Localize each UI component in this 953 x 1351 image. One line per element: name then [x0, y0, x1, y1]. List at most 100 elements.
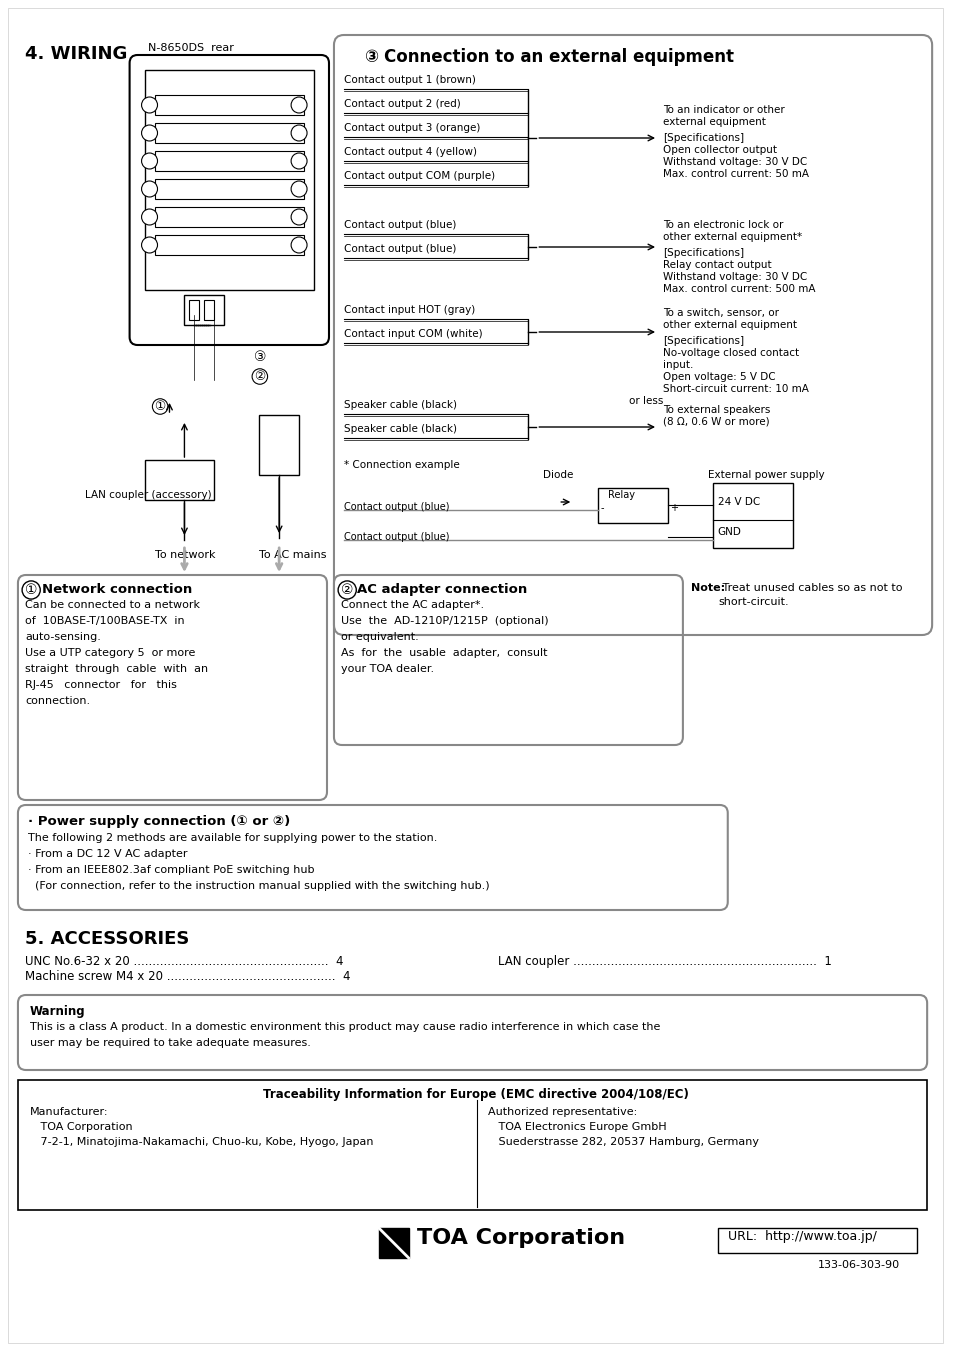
Circle shape	[141, 97, 157, 113]
Text: Connect the AC adapter*.: Connect the AC adapter*.	[340, 600, 483, 611]
Circle shape	[141, 209, 157, 226]
Text: URL:  http://www.toa.jp/: URL: http://www.toa.jp/	[727, 1229, 876, 1243]
Text: Can be connected to a network: Can be connected to a network	[25, 600, 200, 611]
Text: [Specifications]: [Specifications]	[662, 249, 743, 258]
Text: ②: ②	[253, 370, 265, 382]
Bar	[154, 207, 304, 227]
Bar	[378, 1228, 408, 1258]
Text: LAN coupler (accessory): LAN coupler (accessory)	[85, 490, 212, 500]
Text: (For connection, refer to the instruction manual supplied with the switching hub: (For connection, refer to the instructio…	[28, 881, 489, 892]
Text: (8 Ω, 0.6 W or more): (8 Ω, 0.6 W or more)	[662, 417, 769, 427]
Bar	[154, 178, 304, 199]
Text: -: -	[599, 503, 603, 513]
Text: Network connection: Network connection	[42, 584, 192, 596]
Text: Suederstrasse 282, 20537 Hamburg, Germany: Suederstrasse 282, 20537 Hamburg, German…	[488, 1138, 759, 1147]
Text: Contact input HOT (gray): Contact input HOT (gray)	[344, 305, 475, 315]
Bar	[154, 123, 304, 143]
Circle shape	[141, 181, 157, 197]
Text: Speaker cable (black): Speaker cable (black)	[344, 400, 456, 409]
Text: Machine screw M4 x 20 .............................................  4: Machine screw M4 x 20 ..................…	[25, 970, 350, 984]
Text: Contact output 4 (yellow): Contact output 4 (yellow)	[344, 147, 476, 157]
Text: straight  through  cable  with  an: straight through cable with an	[25, 663, 208, 674]
Text: user may be required to take adequate measures.: user may be required to take adequate me…	[30, 1038, 311, 1048]
Circle shape	[141, 236, 157, 253]
Bar	[259, 415, 299, 476]
Text: +: +	[669, 503, 678, 513]
Text: Warning: Warning	[30, 1005, 86, 1019]
Text: The following 2 methods are available for supplying power to the station.: The following 2 methods are available fo…	[28, 834, 436, 843]
Text: · Power supply connection (① or ②): · Power supply connection (① or ②)	[28, 815, 290, 828]
Text: ①: ①	[154, 400, 166, 413]
Text: Relay: Relay	[607, 490, 635, 500]
Text: ①: ①	[25, 584, 37, 597]
Circle shape	[291, 209, 307, 226]
Text: As  for  the  usable  adapter,  consult: As for the usable adapter, consult	[340, 648, 547, 658]
Text: Speaker cable (black): Speaker cable (black)	[344, 424, 456, 434]
Text: External power supply: External power supply	[707, 470, 823, 480]
Bar	[712, 484, 792, 549]
Text: Open voltage: 5 V DC: Open voltage: 5 V DC	[662, 372, 775, 382]
Text: TOA Electronics Europe GmbH: TOA Electronics Europe GmbH	[488, 1121, 666, 1132]
Text: To an electronic lock or: To an electronic lock or	[662, 220, 782, 230]
Text: ③: ③	[253, 350, 267, 363]
Bar	[184, 295, 224, 326]
Text: LAN coupler .................................................................  1: LAN coupler ............................…	[498, 955, 831, 969]
Text: of  10BASE-T/100BASE-TX  in: of 10BASE-T/100BASE-TX in	[25, 616, 184, 626]
Text: or less: or less	[628, 396, 662, 407]
Text: Authorized representative:: Authorized representative:	[488, 1106, 637, 1117]
Text: Diode: Diode	[543, 470, 573, 480]
Text: GND: GND	[717, 527, 740, 536]
Text: Withstand voltage: 30 V DC: Withstand voltage: 30 V DC	[662, 157, 806, 168]
Text: To external speakers: To external speakers	[662, 405, 769, 415]
Text: Note:: Note:	[690, 584, 724, 593]
Bar	[18, 1079, 926, 1210]
Text: other external equipment*: other external equipment*	[662, 232, 801, 242]
Text: Contact output (blue): Contact output (blue)	[344, 503, 449, 512]
Circle shape	[141, 126, 157, 141]
Text: AC adapter connection: AC adapter connection	[356, 584, 527, 596]
Circle shape	[141, 153, 157, 169]
Text: Contact output 2 (red): Contact output 2 (red)	[344, 99, 460, 109]
Bar	[145, 70, 314, 290]
Text: 24 V DC: 24 V DC	[717, 497, 760, 507]
Text: Contact output COM (purple): Contact output COM (purple)	[344, 172, 495, 181]
Bar	[717, 1228, 916, 1252]
Text: ②: ②	[340, 584, 353, 597]
Circle shape	[291, 153, 307, 169]
Text: Contact input COM (white): Contact input COM (white)	[344, 330, 482, 339]
Text: Contact output (blue): Contact output (blue)	[344, 532, 449, 542]
Text: 7-2-1, Minatojima-Nakamachi, Chuo-ku, Kobe, Hyogo, Japan: 7-2-1, Minatojima-Nakamachi, Chuo-ku, Ko…	[30, 1138, 373, 1147]
Text: or equivalent.: or equivalent.	[340, 632, 418, 642]
Text: * Connection example: * Connection example	[344, 459, 459, 470]
Text: N-8650DS  rear: N-8650DS rear	[148, 43, 233, 53]
Text: 5. ACCESSORIES: 5. ACCESSORIES	[25, 929, 189, 948]
Text: RJ-45   connector   for   this: RJ-45 connector for this	[25, 680, 176, 690]
Bar	[154, 95, 304, 115]
Text: No-voltage closed contact: No-voltage closed contact	[662, 349, 799, 358]
Bar	[154, 151, 304, 172]
Text: [Specifications]: [Specifications]	[662, 336, 743, 346]
Text: Short-circuit current: 10 mA: Short-circuit current: 10 mA	[662, 384, 808, 394]
Text: auto-sensing.: auto-sensing.	[25, 632, 101, 642]
Text: To AC mains: To AC mains	[259, 550, 326, 561]
Text: TOA Corporation: TOA Corporation	[416, 1228, 624, 1248]
Text: Treat unused cables so as not to: Treat unused cables so as not to	[718, 584, 902, 593]
Bar	[204, 300, 214, 320]
Text: 4. WIRING: 4. WIRING	[25, 45, 127, 63]
Text: Max. control current: 50 mA: Max. control current: 50 mA	[662, 169, 808, 178]
Text: 133-06-303-90: 133-06-303-90	[817, 1260, 899, 1270]
Text: Max. control current: 500 mA: Max. control current: 500 mA	[662, 284, 815, 295]
Text: input.: input.	[662, 359, 693, 370]
Bar	[598, 488, 667, 523]
Text: connection.: connection.	[25, 696, 90, 707]
Circle shape	[291, 236, 307, 253]
Text: Withstand voltage: 30 V DC: Withstand voltage: 30 V DC	[662, 272, 806, 282]
Text: Use  the  AD-1210P/1215P  (optional): Use the AD-1210P/1215P (optional)	[340, 616, 548, 626]
Bar	[145, 459, 214, 500]
Circle shape	[291, 97, 307, 113]
Bar	[154, 235, 304, 255]
Text: UNC No.6-32 x 20 ....................................................  4: UNC No.6-32 x 20 .......................…	[25, 955, 343, 969]
Text: Relay contact output: Relay contact output	[662, 259, 771, 270]
Bar	[190, 300, 199, 320]
Text: your TOA dealer.: your TOA dealer.	[340, 663, 434, 674]
